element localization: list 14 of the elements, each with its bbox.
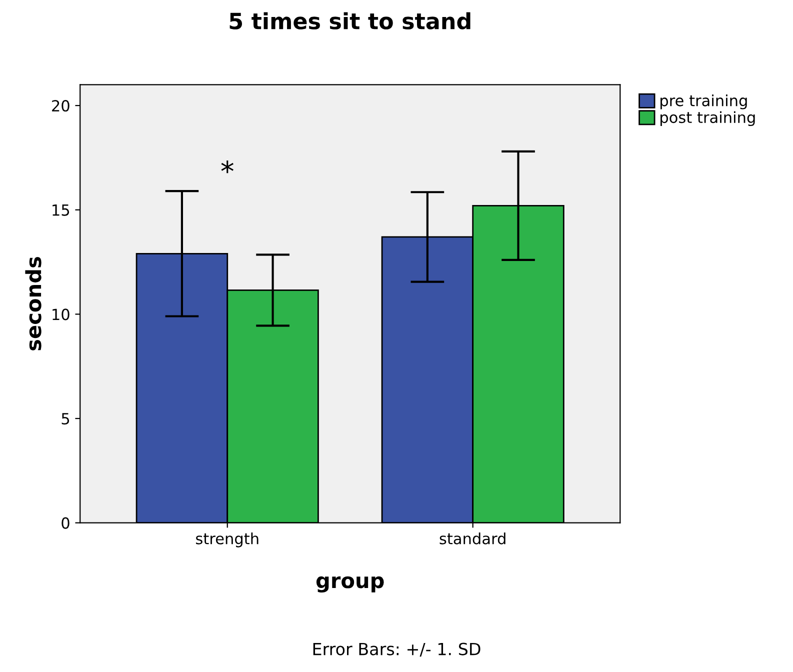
x-tick-label: strength <box>196 532 258 548</box>
y-tick-label: 20 <box>52 100 70 112</box>
y-tick-label: 5 <box>62 413 70 425</box>
text: Error Bars: +/- 1. SD <box>313 642 480 657</box>
chart-title: 5 times sit to stand <box>230 12 470 30</box>
legend-label: pre training <box>660 94 747 110</box>
legend-label: post training <box>660 111 755 126</box>
x-axis-title: group <box>316 576 384 592</box>
x-tick-label: standard <box>440 532 506 544</box>
y-tick-label: 15 <box>52 204 70 216</box>
y-tick-label: 10 <box>52 308 70 320</box>
annotation: * <box>221 160 234 174</box>
y-axis-title: seconds <box>25 257 42 350</box>
y-tick-label: 0 <box>62 517 70 529</box>
